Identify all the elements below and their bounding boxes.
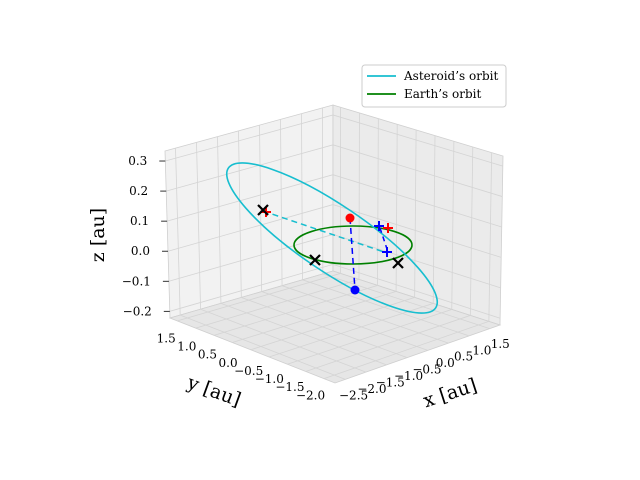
grid-line-x [305, 146, 474, 372]
grid-line-y [217, 136, 387, 366]
legend-label-earth: Earth’s orbit [404, 87, 481, 101]
grid-line-x [213, 118, 379, 336]
asteroid-connector-line [262, 210, 388, 254]
grid-line-y [280, 119, 449, 344]
descending-node-point [350, 285, 360, 295]
x-tick-label: 0.0 [436, 356, 455, 370]
grid-line-z [166, 174, 502, 228]
z-tick-label: 0.0 [131, 244, 150, 258]
grid-line-y [259, 125, 428, 351]
x-tick-label: −0.5 [412, 363, 441, 377]
z-tick-label: 0.2 [129, 184, 148, 198]
grid-line-y [196, 142, 367, 373]
grid-line-x [195, 112, 360, 329]
plus-blue-lower [382, 247, 392, 257]
z-tick-labels: 0.3 0.2 0.1 0.0 −0.1 −0.2 [122, 154, 170, 318]
y-tick-label: −2.0 [296, 388, 325, 402]
grid-line-z [167, 204, 502, 258]
y-tick-label: −1.0 [255, 372, 284, 386]
ascending-node-point [345, 213, 355, 223]
x-tick-label: 0.5 [454, 350, 473, 364]
legend: Asteroid’s orbit Earth’s orbit [361, 64, 507, 108]
grid-line-y [301, 113, 470, 337]
asteroid-cross-left [257, 204, 269, 216]
grid-line-z [166, 144, 503, 197]
grid-line-x [232, 124, 398, 343]
grid-line-z [165, 114, 503, 167]
earth-cross-right [392, 257, 404, 269]
asteroid-orbit [225, 162, 439, 314]
x-tick-label: −1.0 [394, 369, 423, 383]
legend-label-asteroid: Asteroid’s orbit [403, 69, 498, 83]
earth-cross-front [309, 254, 321, 266]
y-tick-label: 0.0 [219, 356, 238, 370]
z-axis-label: z [au] [87, 208, 109, 262]
plus-blue-upper [374, 221, 384, 231]
node-line [349, 217, 356, 291]
y-tick-label: 1.5 [157, 331, 176, 345]
y-tick-label: 1.0 [177, 340, 196, 354]
grid-line-x [323, 152, 493, 380]
plus-red-right [383, 223, 393, 233]
grid-line-y [175, 148, 346, 380]
x-tick-label: 1.0 [472, 343, 491, 357]
x-tick-label: 1.5 [491, 337, 510, 351]
grid-line-z [169, 263, 501, 319]
grid-line-x [250, 129, 417, 351]
x-tick-label: −2.5 [339, 388, 368, 402]
grid-line-y [238, 130, 408, 359]
y-tick-labels: 1.51.00.50.0−0.5−1.0−1.5−2.0 [157, 331, 325, 402]
grid-line-x [287, 141, 455, 365]
y-tick-label: −0.5 [234, 364, 263, 378]
z-tick-label: −0.2 [123, 304, 152, 318]
y-tick-label: 0.5 [198, 348, 217, 362]
x-tick-labels: −2.5−2.0−1.5−1.0−0.50.0 0.5 1.0 1.5 [339, 337, 510, 403]
z-tick-label: 0.3 [128, 154, 147, 168]
x-tick-label: −1.5 [376, 376, 405, 390]
earth-orbit [293, 225, 413, 265]
grid-line-x [268, 135, 436, 358]
x-tick-label: −2.0 [357, 382, 386, 396]
z-tick-label: 0.1 [130, 214, 149, 228]
x-axis-label: x [au] [421, 374, 480, 412]
grid-line-x [177, 107, 341, 322]
z-tick-label: −0.1 [122, 274, 151, 288]
grid-lines [165, 107, 503, 380]
y-tick-label: −1.5 [275, 380, 304, 394]
